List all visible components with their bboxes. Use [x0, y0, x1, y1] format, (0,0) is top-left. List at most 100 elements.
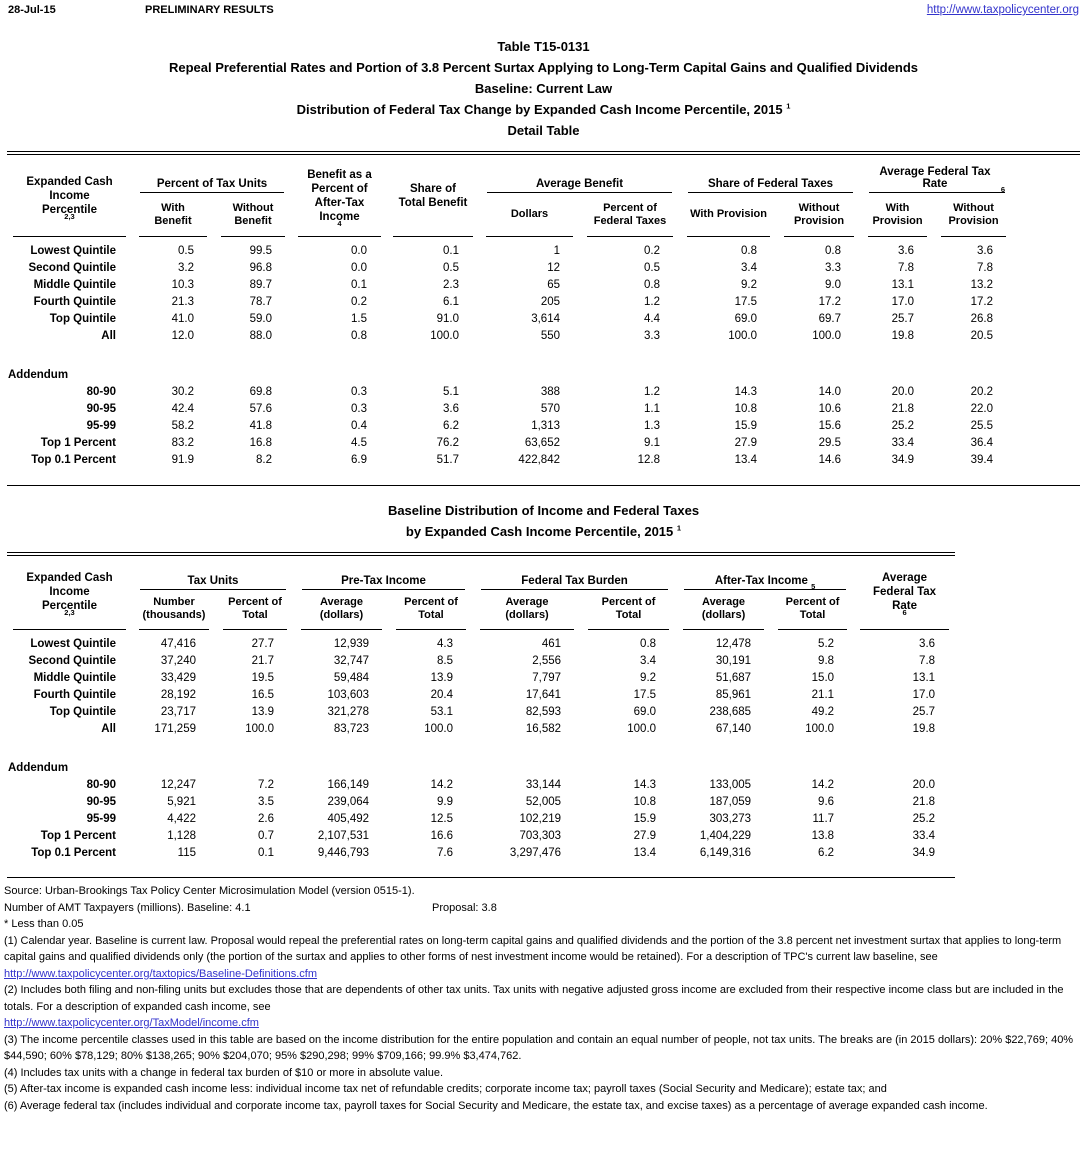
- row-label: Fourth Quintile: [33, 688, 116, 701]
- row-label: All: [101, 722, 116, 735]
- header-group-federal-tax-burden: Federal Tax Burden: [473, 554, 676, 590]
- spacer-row: [7, 469, 1080, 485]
- table-row: Top Quintile 41.0 59.0 1.5 91.0 3,614 4.4 69.0 6…: [7, 311, 1080, 328]
- cell-value: 4.3: [437, 637, 454, 650]
- cell-value: 21.8: [912, 795, 936, 808]
- baseline-table-title-line2-text: by Expanded Cash Income Percentile, 2015: [405, 523, 674, 539]
- cell-value: 239,064: [327, 795, 370, 808]
- income-definition-link[interactable]: http://www.taxpolicycenter.org/TaxModel/…: [4, 1017, 259, 1029]
- cell-value: 7.6: [437, 846, 454, 859]
- cell-value: 52,005: [525, 795, 562, 808]
- header-share-of-total-benefit: Share of Total Benefit: [387, 153, 479, 237]
- cell-value: 3.2: [178, 262, 194, 274]
- cell-value: 9.6: [818, 795, 835, 808]
- page-header: 28-Jul-15 PRELIMINARY RESULTS http://www…: [0, 0, 1087, 16]
- cell-value: 171,259: [154, 722, 196, 735]
- row-label: Top 0.1 Percent: [31, 846, 116, 859]
- stub-label-2: Expanded Cash Income Percentile: [26, 572, 113, 612]
- cell-value: 13.4: [633, 846, 657, 859]
- spacer-cell: [7, 738, 955, 760]
- taxpolicycenter-link[interactable]: http://www.taxpolicycenter.org: [926, 4, 1079, 16]
- cell-value: 0.0: [351, 245, 367, 257]
- cell-value: 16.6: [430, 829, 454, 842]
- cell-value: 25.7: [912, 705, 936, 718]
- header-number-thousands: Number (thousands): [132, 590, 216, 630]
- table2-group-header-row: Expanded Cash Income Percentile 2,3 Tax Un…: [7, 554, 955, 630]
- cell-value: 17.0: [912, 688, 936, 701]
- cell-value: 1.2: [644, 296, 661, 308]
- cell-value: 19.8: [912, 722, 936, 735]
- cell-value: 20.0: [891, 386, 915, 398]
- spacer-cell: [7, 345, 1080, 367]
- header-filler: [1013, 153, 1080, 237]
- cell-value: 67,140: [715, 722, 752, 735]
- header-expanded-cash-income-2: Expanded Cash Income Percentile 2,3: [7, 554, 132, 630]
- cell-value: 1.1: [644, 403, 661, 415]
- cell-value: 16.5: [251, 688, 275, 701]
- footnote-5: (5) After-tax income is expanded cash in…: [4, 1083, 887, 1095]
- cell-value: 12.5: [430, 812, 454, 825]
- header-group-pretax-income: Pre-Tax Income: [294, 554, 473, 590]
- cell-value: 0.8: [351, 330, 367, 342]
- header-with-provision-share: With Provision: [680, 193, 777, 237]
- cell-value: 14.3: [734, 386, 758, 398]
- row-label: Top Quintile: [49, 313, 116, 325]
- document-date: 28-Jul-15: [8, 4, 56, 16]
- footnote-4: (4) Includes tax units with a change in …: [4, 1066, 444, 1079]
- table-row: 95-99 58.2 41.8 0.4 6.2 1,313 1.3 15.9 15.6 25.2 2…: [7, 418, 1080, 435]
- row-label: Top 1 Percent: [40, 829, 116, 842]
- table-row: 80-90 12,247 7.2 166,149 14.2 33,144 14.3 133,0…: [7, 777, 955, 794]
- row-label: 95-99: [86, 420, 116, 432]
- cell-value: 69.8: [249, 386, 272, 398]
- cell-value: 12,478: [715, 637, 752, 650]
- cell-value: 63,652: [524, 437, 560, 449]
- table-row: All 171,259 100.0 83,723 100.0 16,582 100.0 67,…: [7, 721, 955, 738]
- header-without-provision-rate: Without Provision: [934, 193, 1013, 237]
- table1-sub-header-row: With Benefit Without Benefit Dollars Perce…: [7, 193, 1080, 237]
- cell-value: 9.0: [825, 279, 842, 291]
- table-row: Fourth Quintile 28,192 16.5 103,603 20.4 17,6…: [7, 687, 955, 704]
- cell-value: 30.2: [171, 386, 194, 398]
- less-than-note: * Less than 0.05: [4, 918, 84, 930]
- cell-value: 14.0: [818, 386, 842, 398]
- cell-value: 19.8: [891, 330, 915, 342]
- cell-value: 42.4: [171, 403, 194, 415]
- table-row: All 12.0 88.0 0.8 100.0 550 3.3 100.0 100.0 19.8 2…: [7, 328, 1080, 345]
- cell-value: 13.1: [912, 671, 936, 684]
- header-average-dollars-aftertax: Average (dollars): [676, 590, 771, 630]
- cell-value: 17.5: [633, 688, 657, 701]
- table1-group-header-row: Expanded Cash Income Percentile 2,3 Percen…: [7, 153, 1080, 237]
- cell-value: 303,273: [709, 812, 752, 825]
- baseline-definitions-link[interactable]: http://www.taxpolicycenter.org/taxtopics…: [4, 967, 318, 980]
- table-subtitle: Repeal Preferential Rates and Portion of…: [168, 60, 919, 75]
- cell-value: 2.6: [258, 812, 275, 825]
- cell-value: 12.0: [171, 330, 194, 342]
- cell-value: 83,723: [333, 722, 370, 735]
- cell-value: 12.8: [637, 454, 661, 466]
- cell-value: 1.2: [644, 386, 661, 398]
- cell-value: 91.9: [171, 454, 194, 466]
- spacer-row: [7, 345, 1080, 367]
- spacer-row: [7, 738, 955, 760]
- cell-value: 6,149,316: [699, 846, 752, 859]
- cell-value: 187,059: [709, 795, 752, 808]
- cell-value: 33.4: [891, 437, 915, 449]
- cell-value: 0.4: [351, 420, 367, 432]
- table-row: Top 1 Percent 1,128 0.7 2,107,531 16.6 703,30…: [7, 828, 955, 845]
- table-row: Fourth Quintile 21.3 78.7 0.2 6.1 205 1.2 17.5 1…: [7, 294, 1080, 311]
- cell-value: 5.2: [818, 637, 835, 650]
- cell-value: 91.0: [436, 313, 459, 325]
- section-row: Addendum: [7, 367, 1080, 384]
- header-group-tax-units: Tax Units: [132, 554, 294, 590]
- cell-value: 0.5: [644, 262, 661, 274]
- header-group-average-federal-tax-rate: Average Federal Tax Rate 6: [861, 153, 1013, 193]
- cell-value: 89.7: [249, 279, 272, 291]
- cell-value: 33,429: [160, 671, 196, 684]
- filler-cell: [1013, 328, 1080, 345]
- cell-value: 6.9: [351, 454, 367, 466]
- section-label: Addendum: [8, 369, 69, 381]
- cell-value: 1.5: [351, 313, 367, 325]
- cell-value: 2,107,531: [317, 829, 370, 842]
- spacer-cell: [7, 862, 955, 878]
- row-label: 90-95: [86, 403, 116, 415]
